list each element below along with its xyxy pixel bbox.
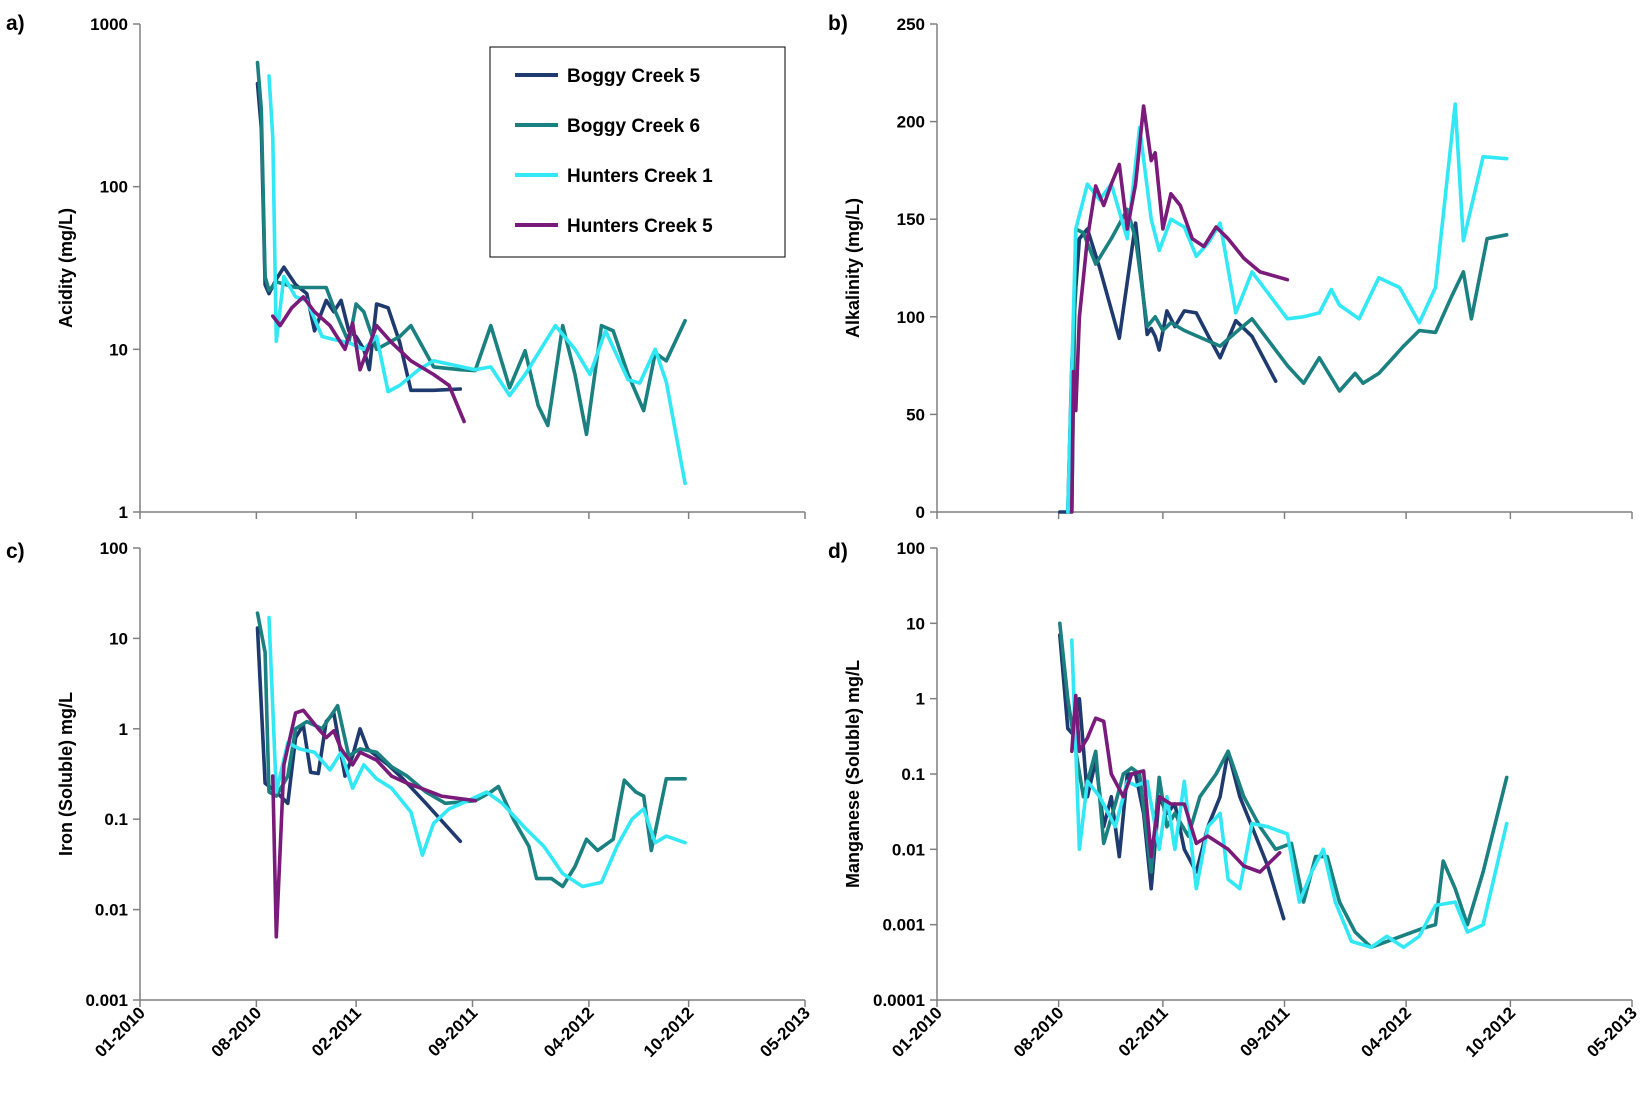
y-axis-title: Acidity (mg/L) [56,208,76,328]
y-tick-label: 200 [897,113,925,132]
series-line-boggy-creek-5 [255,81,463,393]
y-tick-label: 1 [119,720,128,739]
y-tick-label: 0.001 [85,991,128,1010]
series-line-hunters-creek-5 [1070,104,1290,514]
x-tick-label: 09-2011 [1236,1003,1293,1060]
y-tick-label: 10 [906,614,925,633]
legend-label: Boggy Creek 6 [567,116,700,137]
y-axis-title: Manganese (Soluble) mg/L [843,660,863,888]
y-tick-label: 150 [897,210,925,229]
x-tick-label: 02-2011 [1115,1003,1172,1060]
x-tick-label: 08-2010 [208,1003,266,1061]
series-line-boggy-creek-6 [255,60,687,437]
y-axis-title: Alkalinity (mg/L) [843,198,863,338]
series-line-hunters-creek-1 [267,615,687,889]
panel-label: b) [828,12,848,35]
panel-label: c) [6,540,25,563]
series-line-boggy-creek-6 [255,611,687,889]
series-line-boggy-creek-5 [1058,633,1286,921]
panel-label: d) [828,540,848,563]
series-line-boggy-creek-6 [1066,207,1509,514]
x-tick-label: 01-2010 [91,1003,149,1061]
y-tick-label: 100 [897,539,925,558]
legend-label: Hunters Creek 5 [567,216,713,237]
legend-label: Boggy Creek 5 [567,66,700,87]
y-tick-label: 10 [109,629,128,648]
y-tick-label: 100 [100,178,128,197]
y-tick-label: 0.01 [892,840,925,859]
series-line-hunters-creek-5 [271,295,466,424]
y-tick-label: 0 [916,503,925,522]
x-tick-label: 10-2012 [1462,1003,1520,1061]
x-tick-label: 04-2012 [1357,1003,1415,1061]
series-line-boggy-creek-5 [1058,221,1278,514]
series-line-hunters-creek-5 [1070,693,1282,874]
legend-box [489,46,786,258]
y-tick-label: 50 [906,405,925,424]
y-tick-label: 0.0001 [873,991,925,1010]
series-line-hunters-creek-1 [1070,638,1509,950]
x-tick-label: 02-2011 [308,1003,365,1060]
x-tick-label: 04-2012 [540,1003,598,1061]
y-tick-label: 0.001 [882,916,925,935]
x-tick-label: 05-2013 [1583,1003,1641,1061]
series-line-hunters-creek-5 [271,708,477,939]
y-tick-label: 1000 [90,15,128,34]
series-line-hunters-creek-1 [1066,102,1509,514]
y-axis-title: Iron (Soluble) mg/L [56,692,76,856]
y-tick-label: 1 [916,690,925,709]
series-line-boggy-creek-5 [255,626,463,844]
x-tick-label: 05-2013 [756,1003,814,1061]
y-tick-label: 100 [897,308,925,327]
x-tick-label: 09-2011 [424,1003,481,1060]
y-tick-label: 1 [119,503,128,522]
y-tick-label: 0.1 [104,810,128,829]
x-tick-label: 08-2010 [1010,1003,1068,1061]
y-tick-label: 100 [100,539,128,558]
y-tick-label: 0.1 [901,765,925,784]
x-tick-label: 01-2010 [888,1003,946,1061]
y-tick-label: 0.01 [95,901,128,920]
y-tick-label: 250 [897,15,925,34]
y-tick-label: 10 [109,340,128,359]
legend-label: Hunters Creek 1 [567,166,713,187]
panel-label: a) [6,12,25,35]
x-tick-label: 10-2012 [640,1003,698,1061]
